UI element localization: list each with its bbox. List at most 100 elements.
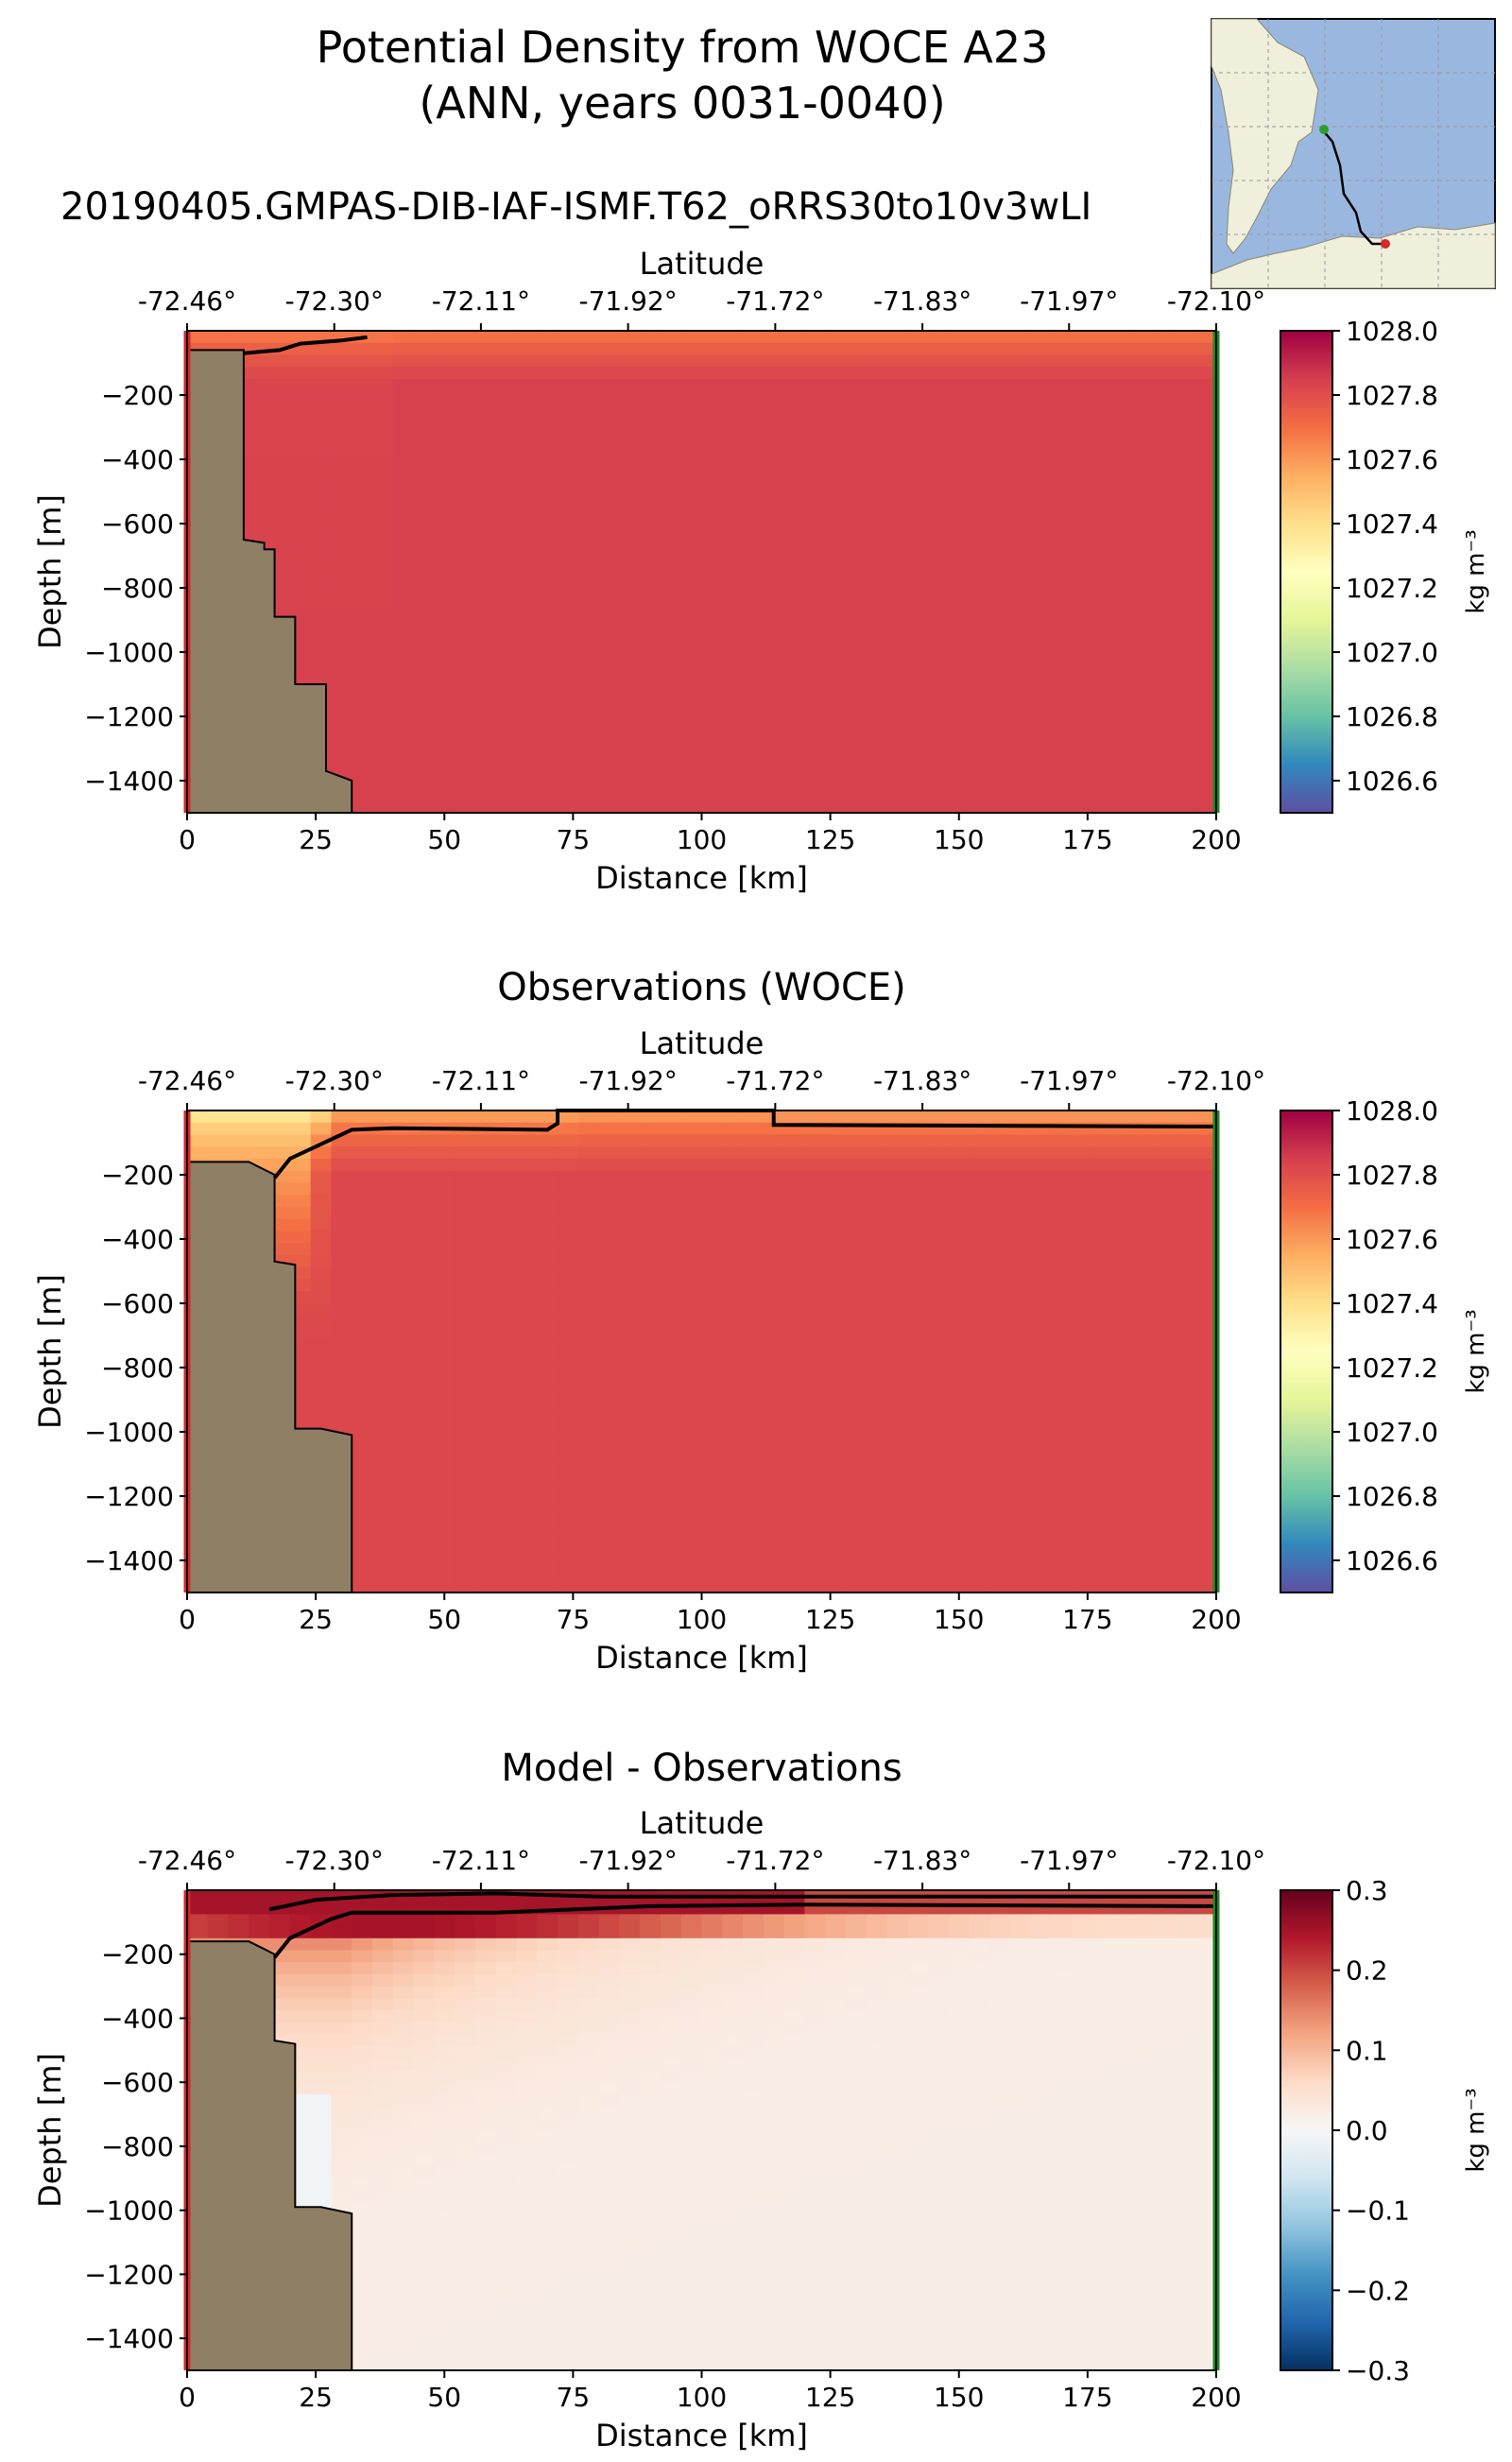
heatmap-cell (434, 620, 455, 632)
heatmap-cell (1113, 475, 1134, 488)
heatmap-cell (867, 1532, 887, 1544)
heatmap-cell (661, 632, 681, 645)
heatmap-cell (455, 2202, 475, 2214)
heatmap-cell (372, 1135, 393, 1147)
heatmap-cell (1031, 1436, 1052, 1448)
heatmap-cell (661, 1159, 681, 1171)
heatmap-cell (1031, 500, 1052, 512)
heatmap-cell (970, 620, 990, 632)
heatmap-cell (722, 645, 743, 657)
colorbar-tick-label: 1027.2 (1346, 573, 1438, 604)
heatmap-cell (1113, 1171, 1134, 1183)
heatmap-cell (825, 1255, 846, 1267)
heatmap-cell (537, 1364, 558, 1376)
heatmap-cell (846, 1316, 867, 1328)
heatmap-cell (249, 1902, 269, 1915)
heatmap-cell (661, 752, 681, 765)
heatmap-cell (496, 379, 517, 391)
heatmap-cell (784, 415, 805, 427)
heatmap-cell (1134, 572, 1155, 584)
heatmap-cell (434, 1400, 455, 1412)
heatmap-cell (516, 2107, 537, 2119)
heatmap-cell (1155, 500, 1176, 512)
heatmap-cell (352, 2322, 372, 2334)
heatmap-cell (867, 488, 887, 500)
heatmap-cell (887, 500, 908, 512)
heatmap-cell (393, 2191, 414, 2203)
heatmap-cell (558, 2298, 578, 2311)
heatmap-cell (1052, 693, 1073, 705)
heatmap-cell (970, 511, 990, 524)
heatmap-cell (558, 1508, 578, 1521)
heatmap-cell (702, 404, 723, 416)
heatmap-cell (1175, 693, 1195, 705)
heatmap-cell (393, 1436, 414, 1448)
heatmap-cell (1073, 1544, 1093, 1557)
heatmap-cell (393, 2166, 414, 2178)
heatmap-cell (537, 620, 558, 632)
heatmap-cell (681, 1280, 702, 1292)
heatmap-cell (1010, 1424, 1031, 1437)
heatmap-cell (393, 2082, 414, 2094)
heatmap-cell (1031, 404, 1052, 416)
heatmap-cell (434, 1267, 455, 1280)
heatmap-cell (558, 1569, 578, 1581)
heatmap-cell (1134, 1171, 1155, 1183)
heatmap-cell (907, 1412, 928, 1424)
heatmap-cell (269, 1890, 290, 1902)
heatmap-cell (702, 1291, 723, 1303)
heatmap-cell (1031, 343, 1052, 355)
heatmap-cell (619, 572, 640, 584)
heatmap-cell (1052, 524, 1073, 536)
heatmap-cell (537, 2034, 558, 2046)
heatmap-cell (681, 1557, 702, 1569)
heatmap-cell (1113, 704, 1134, 716)
heatmap-cell (414, 1110, 435, 1123)
heatmap-cell (578, 596, 599, 609)
lat-tick-label: -72.46° (138, 1065, 236, 1096)
heatmap-cell (1155, 1448, 1176, 1460)
heatmap-cell (1052, 789, 1073, 801)
heatmap-cell (1175, 427, 1195, 439)
heatmap-cell (1052, 1569, 1073, 1581)
heatmap-cell (311, 2107, 332, 2119)
heatmap-cell (784, 716, 805, 729)
heatmap-cell (846, 752, 867, 765)
heatmap-cell (1113, 1146, 1134, 1159)
heatmap-cell (475, 801, 496, 813)
heatmap-cell (434, 355, 455, 368)
heatmap-cell (764, 475, 784, 488)
heatmap-cell (640, 500, 661, 512)
heatmap-cell (269, 463, 290, 475)
heatmap-cell (989, 1352, 1010, 1364)
heatmap-cell (537, 632, 558, 645)
x-tick-label: 25 (299, 1604, 333, 1635)
heatmap-cell (537, 1135, 558, 1147)
heatmap-cell (352, 2034, 372, 2046)
heatmap-cell (434, 1890, 455, 1902)
heatmap-cell (516, 1387, 537, 1400)
heatmap-cell (989, 343, 1010, 355)
heatmap-cell (989, 668, 1010, 680)
heatmap-cell (393, 2178, 414, 2191)
heatmap-cell (496, 716, 517, 729)
heatmap-cell (1113, 596, 1134, 609)
heatmap-cell (434, 2010, 455, 2023)
heatmap-cell (989, 404, 1010, 416)
heatmap-cell (372, 620, 393, 632)
heatmap-cell (681, 1159, 702, 1171)
heatmap-cell (681, 1508, 702, 1521)
heatmap-cell (743, 1580, 764, 1593)
heatmap-cell (331, 1207, 352, 1219)
heatmap-cell (784, 765, 805, 777)
heatmap-cell (1031, 548, 1052, 560)
heatmap-cell (619, 656, 640, 668)
heatmap-cell (970, 801, 990, 813)
heatmap-cell (558, 391, 578, 404)
heatmap-cell (1175, 1412, 1195, 1424)
heatmap-cell (434, 777, 455, 789)
heatmap-cell (1092, 1219, 1113, 1231)
heatmap-cell (825, 1580, 846, 1593)
heatmap-cell (681, 1569, 702, 1581)
heatmap-cell (846, 1387, 867, 1400)
